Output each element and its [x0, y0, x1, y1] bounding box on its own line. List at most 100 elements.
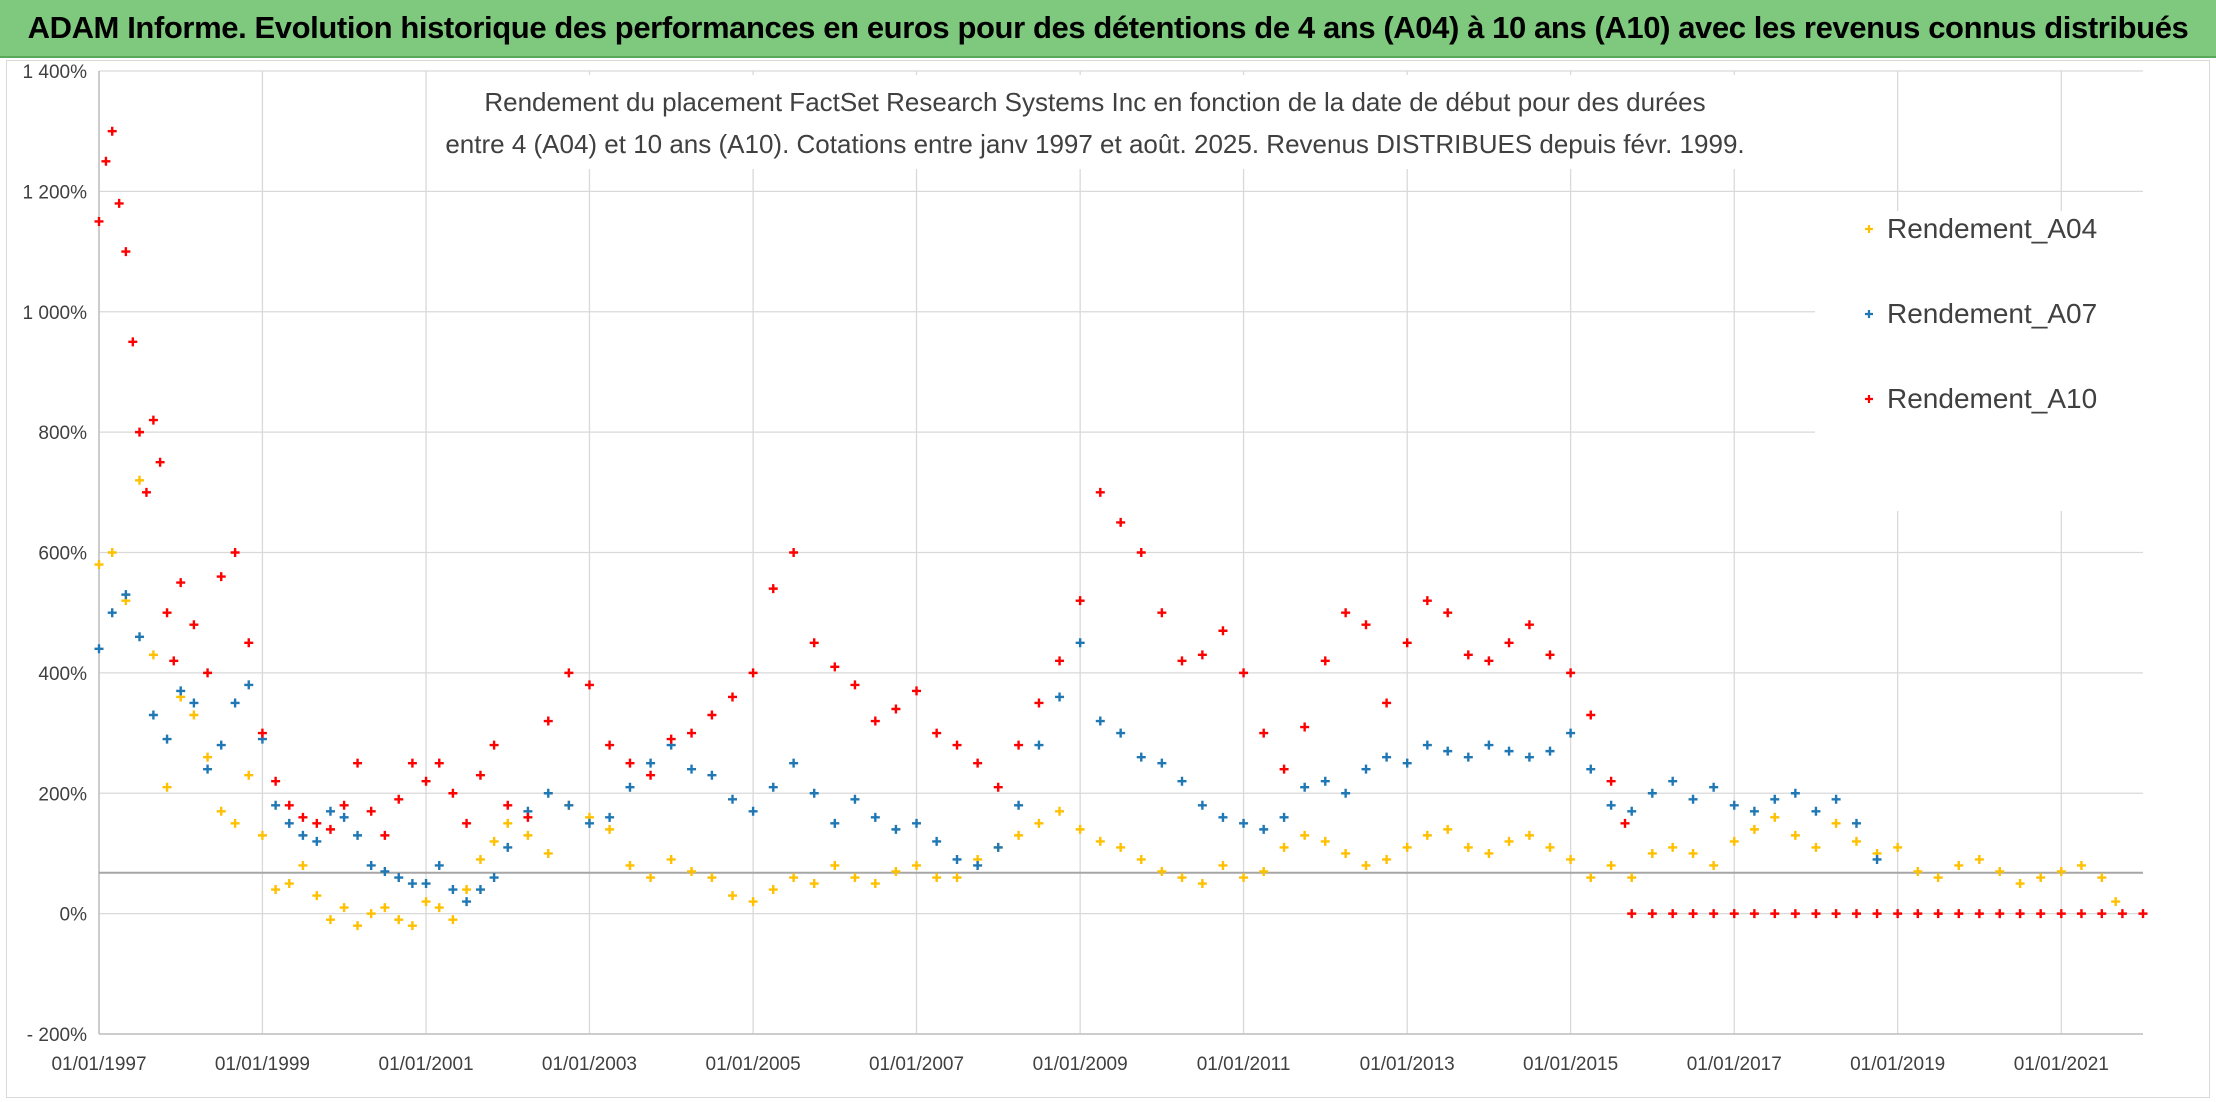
data-point-rendement-a10: [128, 337, 138, 347]
data-point-rendement-a10: [366, 806, 376, 816]
data-point-rendement-a10: [230, 548, 240, 557]
legend-marker: [1865, 395, 1873, 403]
data-point-rendement-a07: [94, 644, 104, 654]
legend-marker: [1865, 310, 1873, 318]
data-point-rendement-a10: [1709, 909, 1719, 919]
data-point-rendement-a07: [216, 740, 226, 750]
data-point-rendement-a10: [162, 608, 172, 618]
data-point-rendement-a04: [748, 897, 758, 907]
data-point-rendement-a10: [1504, 638, 1514, 648]
data-point-rendement-a04: [543, 848, 553, 858]
data-point-rendement-a10: [768, 584, 778, 594]
scatter-chart: - 200% 0% 200% 400% 600% 800% 1 000% 1 200% 1 40…: [23, 62, 2148, 1075]
data-point-rendement-a07: [1341, 788, 1351, 798]
y-tick-label: 400%: [38, 664, 87, 685]
data-point-rendement-a10: [176, 578, 186, 588]
data-point-rendement-a04: [1075, 824, 1085, 834]
data-point-rendement-a07: [284, 818, 294, 828]
data-point-rendement-a10: [1095, 487, 1105, 497]
data-point-rendement-a07: [121, 590, 131, 600]
y-tick-label: 600%: [38, 544, 87, 565]
data-point-rendement-a10: [543, 716, 553, 726]
data-point-rendement-a07: [1872, 854, 1882, 864]
data-point-rendement-a04: [1218, 860, 1228, 870]
data-point-rendement-a04: [912, 860, 922, 870]
data-point-rendement-a07: [339, 812, 349, 822]
data-point-rendement-a07: [564, 800, 574, 810]
data-point-rendement-a10: [1402, 638, 1412, 648]
data-point-rendement-a07: [1259, 824, 1269, 834]
data-point-rendement-a10: [2036, 909, 2046, 919]
data-point-rendement-a04: [728, 891, 738, 901]
data-point-rendement-a07: [952, 854, 962, 864]
x-tick-label: 01/01/2007: [869, 1054, 964, 1075]
data-point-rendement-a10: [2138, 909, 2148, 919]
data-point-rendement-a10: [271, 776, 281, 786]
data-point-rendement-a10: [584, 680, 594, 690]
data-point-rendement-a10: [830, 662, 840, 672]
data-point-rendement-a10: [605, 740, 615, 750]
data-point-rendement-a10: [1484, 656, 1494, 666]
data-point-rendement-a07: [646, 758, 656, 768]
data-point-rendement-a07: [325, 806, 335, 816]
data-point-rendement-a07: [312, 836, 322, 846]
data-point-rendement-a04: [1647, 848, 1657, 858]
data-point-rendement-a04: [1545, 842, 1555, 852]
data-point-rendement-a04: [1729, 836, 1739, 846]
data-point-rendement-a04: [366, 909, 376, 919]
data-point-rendement-a04: [1136, 854, 1146, 864]
data-point-rendement-a04: [162, 782, 172, 792]
data-point-rendement-a04: [394, 915, 404, 925]
data-point-rendement-a10: [312, 818, 322, 828]
data-point-rendement-a10: [973, 758, 983, 768]
x-tick-label: 01/01/2021: [2014, 1054, 2109, 1075]
data-point-rendement-a10: [687, 728, 697, 738]
data-point-rendement-a10: [148, 415, 158, 425]
data-point-rendement-a07: [891, 824, 901, 834]
data-point-rendement-a04: [216, 806, 226, 816]
banner-title: ADAM Informe. Evolution historique des p…: [27, 10, 2189, 45]
data-point-rendement-a10: [1586, 710, 1596, 720]
report-banner: ADAM Informe. Evolution historique des p…: [0, 0, 2216, 58]
data-point-rendement-a04: [1484, 848, 1494, 858]
data-point-rendement-a04: [1382, 854, 1392, 864]
data-point-rendement-a04: [625, 860, 635, 870]
data-point-rendement-a10: [114, 198, 124, 208]
data-point-rendement-a07: [353, 830, 363, 840]
data-point-rendement-a07: [421, 879, 431, 889]
data-point-rendement-a07: [380, 866, 390, 876]
data-point-rendement-a07: [1157, 758, 1167, 768]
data-point-rendement-a04: [1749, 824, 1759, 834]
data-point-rendement-a04: [1524, 830, 1534, 840]
data-point-rendement-a10: [380, 830, 390, 840]
data-point-rendement-a04: [1157, 866, 1167, 876]
data-point-rendement-a10: [1382, 698, 1392, 708]
data-point-rendement-a10: [1770, 909, 1780, 919]
data-point-rendement-a07: [973, 860, 983, 870]
data-point-rendement-a10: [1545, 650, 1555, 660]
data-point-rendement-a10: [101, 156, 111, 166]
data-point-rendement-a10: [728, 692, 738, 702]
data-point-rendement-a04: [1197, 879, 1207, 889]
data-point-rendement-a10: [1729, 909, 1739, 919]
data-point-rendement-a10: [1361, 620, 1371, 630]
data-point-rendement-a04: [605, 824, 615, 834]
data-point-rendement-a10: [646, 770, 656, 780]
data-point-rendement-a10: [1620, 818, 1630, 828]
data-point-rendement-a10: [1688, 909, 1698, 919]
data-point-rendement-a10: [1749, 909, 1759, 919]
data-point-rendement-a04: [1177, 873, 1187, 883]
data-point-rendement-a10: [1443, 608, 1453, 618]
data-point-rendement-a07: [1668, 776, 1678, 786]
data-point-rendement-a07: [1075, 638, 1085, 648]
data-point-rendement-a04: [1259, 866, 1269, 876]
data-point-rendement-a04: [1443, 824, 1453, 834]
legend-label-a07: Rendement_A07: [1887, 298, 2097, 329]
data-point-rendement-a04: [809, 879, 819, 889]
data-point-rendement-a04: [1341, 848, 1351, 858]
x-tick-label: 01/01/2011: [1197, 1054, 1291, 1075]
data-point-rendement-a04: [312, 891, 322, 901]
data-point-rendement-a10: [1014, 740, 1024, 750]
y-tick-label: 200%: [38, 784, 87, 805]
data-point-rendement-a07: [1279, 812, 1289, 822]
